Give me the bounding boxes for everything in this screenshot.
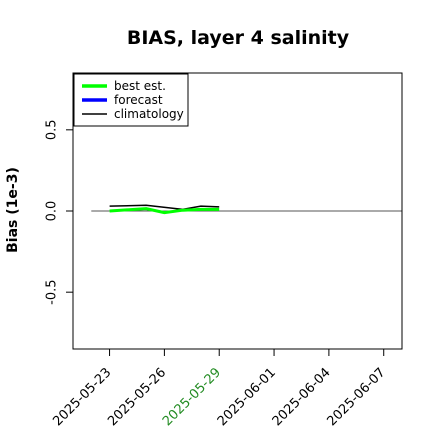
- x-tick-label: 2025-05-23: [50, 365, 114, 429]
- y-axis-label: Bias (1e-3): [5, 167, 21, 253]
- y-tick-label: -0.5: [45, 279, 60, 304]
- x-tick-label: 2025-05-29: [160, 365, 224, 429]
- legend-label: forecast: [114, 93, 163, 107]
- series-line-best-est: [109, 207, 220, 215]
- legend-label: best est.: [114, 79, 166, 93]
- x-tick-label: 2025-06-04: [270, 365, 334, 429]
- chart-title: BIAS, layer 4 salinity: [127, 27, 350, 49]
- x-tick-label: 2025-06-07: [325, 365, 389, 429]
- x-tick-label: 2025-05-26: [105, 365, 169, 429]
- plot-area: [91, 204, 402, 215]
- y-tick-label: 0.5: [45, 119, 60, 140]
- legend-label: climatology: [114, 107, 184, 121]
- y-tick-label: 0.0: [45, 201, 60, 222]
- x-tick-label: 2025-06-01: [215, 365, 279, 429]
